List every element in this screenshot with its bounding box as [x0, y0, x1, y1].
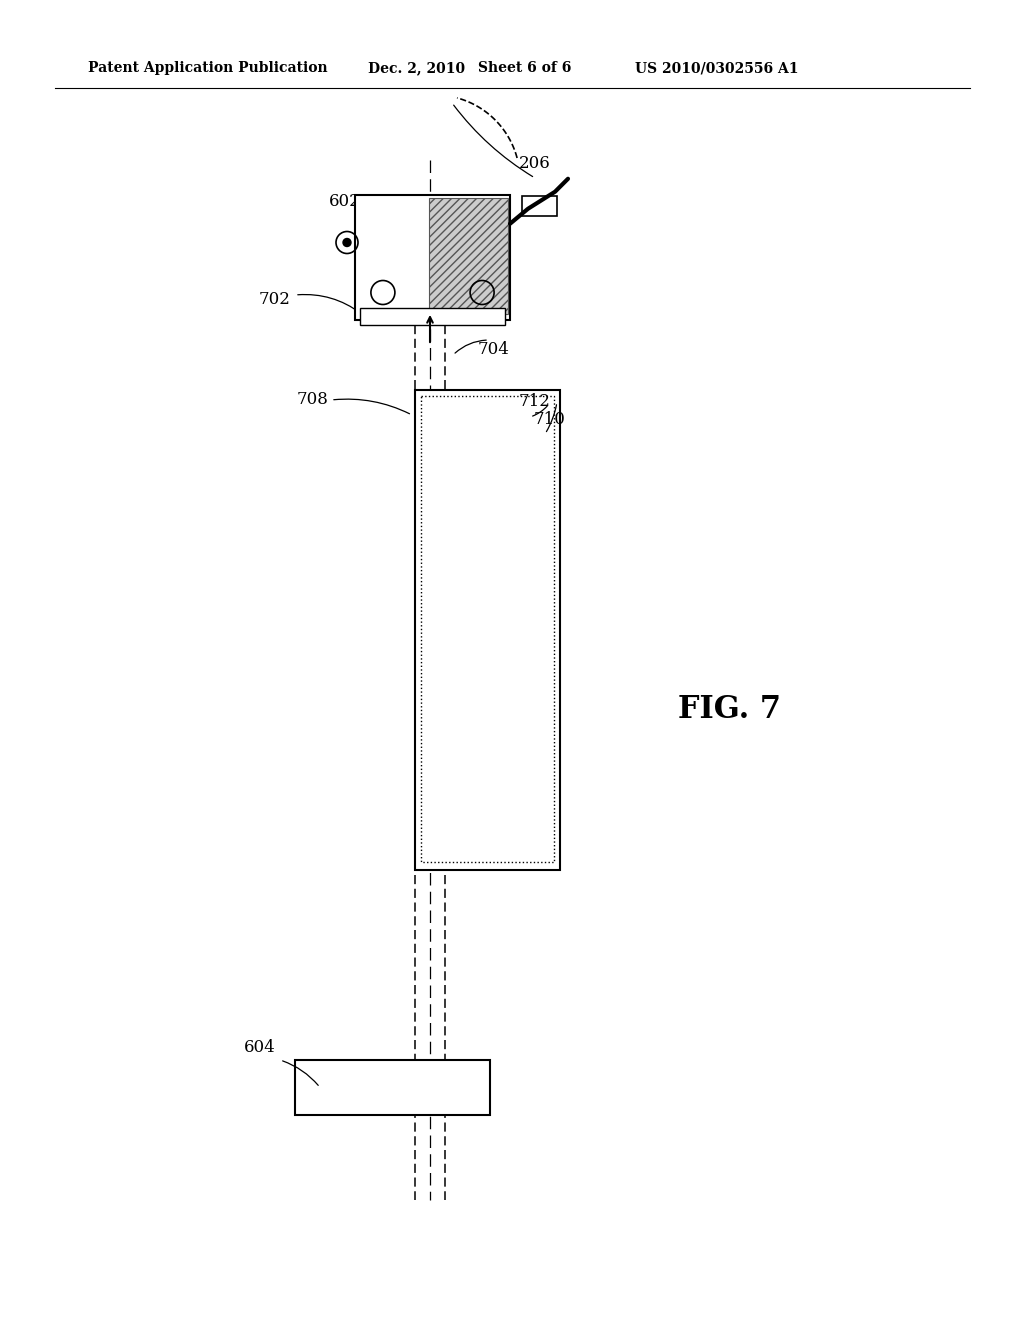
Text: 708: 708	[297, 392, 329, 408]
Bar	[522, 195, 557, 215]
Text: 206: 206	[519, 154, 551, 172]
Text: Sheet 6 of 6: Sheet 6 of 6	[478, 61, 571, 75]
Text: Patent Application Publication: Patent Application Publication	[88, 61, 328, 75]
Text: 710: 710	[535, 412, 566, 429]
Text: 602: 602	[329, 194, 360, 210]
Bar	[295, 1060, 490, 1115]
Text: US 2010/0302556 A1: US 2010/0302556 A1	[635, 61, 799, 75]
Bar	[421, 396, 554, 862]
Text: Dec. 2, 2010: Dec. 2, 2010	[368, 61, 465, 75]
Polygon shape	[429, 198, 508, 314]
Text: 702: 702	[259, 292, 291, 309]
Text: 704: 704	[478, 342, 510, 359]
Bar	[355, 195, 510, 319]
Text: 712: 712	[519, 393, 551, 411]
Circle shape	[343, 239, 351, 247]
Bar	[360, 308, 505, 325]
Text: FIG. 7: FIG. 7	[679, 694, 781, 726]
Bar	[415, 389, 560, 870]
Text: 604: 604	[244, 1040, 275, 1056]
